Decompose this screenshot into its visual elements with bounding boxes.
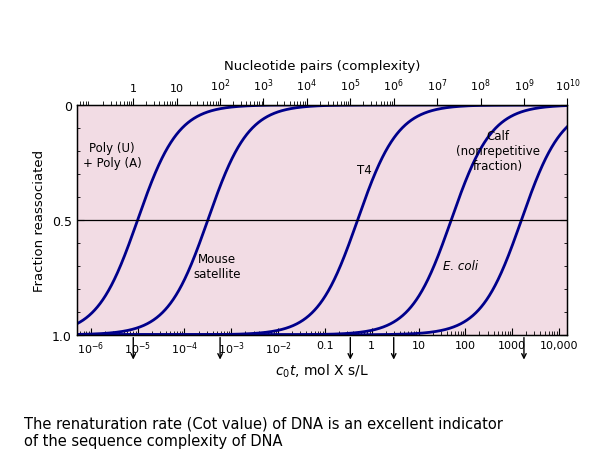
Text: E. coli: E. coli bbox=[443, 260, 478, 273]
X-axis label: $c_0t$, mol X s/L: $c_0t$, mol X s/L bbox=[275, 362, 369, 380]
Text: Mouse
satellite: Mouse satellite bbox=[193, 252, 241, 280]
Text: Poly (U)
+ Poly (A): Poly (U) + Poly (A) bbox=[83, 142, 141, 170]
Text: T4: T4 bbox=[358, 163, 372, 176]
Text: The renaturation rate (Cot value) of DNA is an excellent indicator
of the sequen: The renaturation rate (Cot value) of DNA… bbox=[24, 415, 502, 448]
Text: Calf
(nonrepetitive
fraction): Calf (nonrepetitive fraction) bbox=[456, 130, 540, 173]
Y-axis label: Fraction reassociated: Fraction reassociated bbox=[34, 150, 47, 291]
X-axis label: Nucleotide pairs (complexity): Nucleotide pairs (complexity) bbox=[224, 60, 420, 73]
